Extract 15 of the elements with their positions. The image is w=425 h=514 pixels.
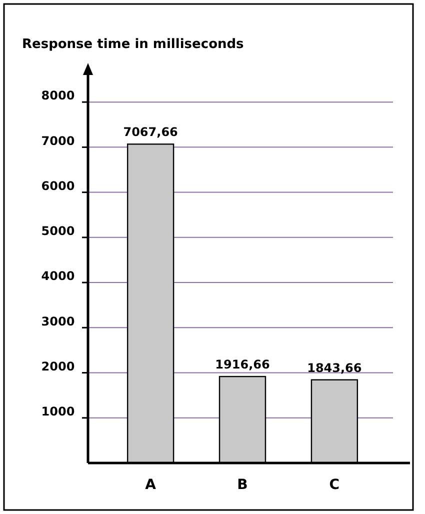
data-label: 1843,66 — [307, 360, 362, 375]
x-tick-label: C — [329, 477, 340, 493]
y-tick-label: 5000 — [41, 224, 75, 238]
y-tick-label: 7000 — [41, 134, 75, 148]
y-tick-label: 3000 — [41, 314, 75, 328]
y-tick-label: 4000 — [41, 269, 75, 284]
y-tick-label: 8000 — [41, 88, 75, 103]
chart-title: Response time in milliseconds — [22, 37, 244, 52]
data-label: 7067,66 — [123, 125, 178, 140]
y-tick-label: 2000 — [41, 359, 75, 374]
data-label: 1916,66 — [215, 358, 270, 372]
y-tick-label: 1000 — [41, 404, 75, 418]
x-tick-label: B — [237, 477, 248, 493]
y-tick-label: 6000 — [41, 178, 75, 193]
x-tick-label: A — [145, 477, 156, 493]
